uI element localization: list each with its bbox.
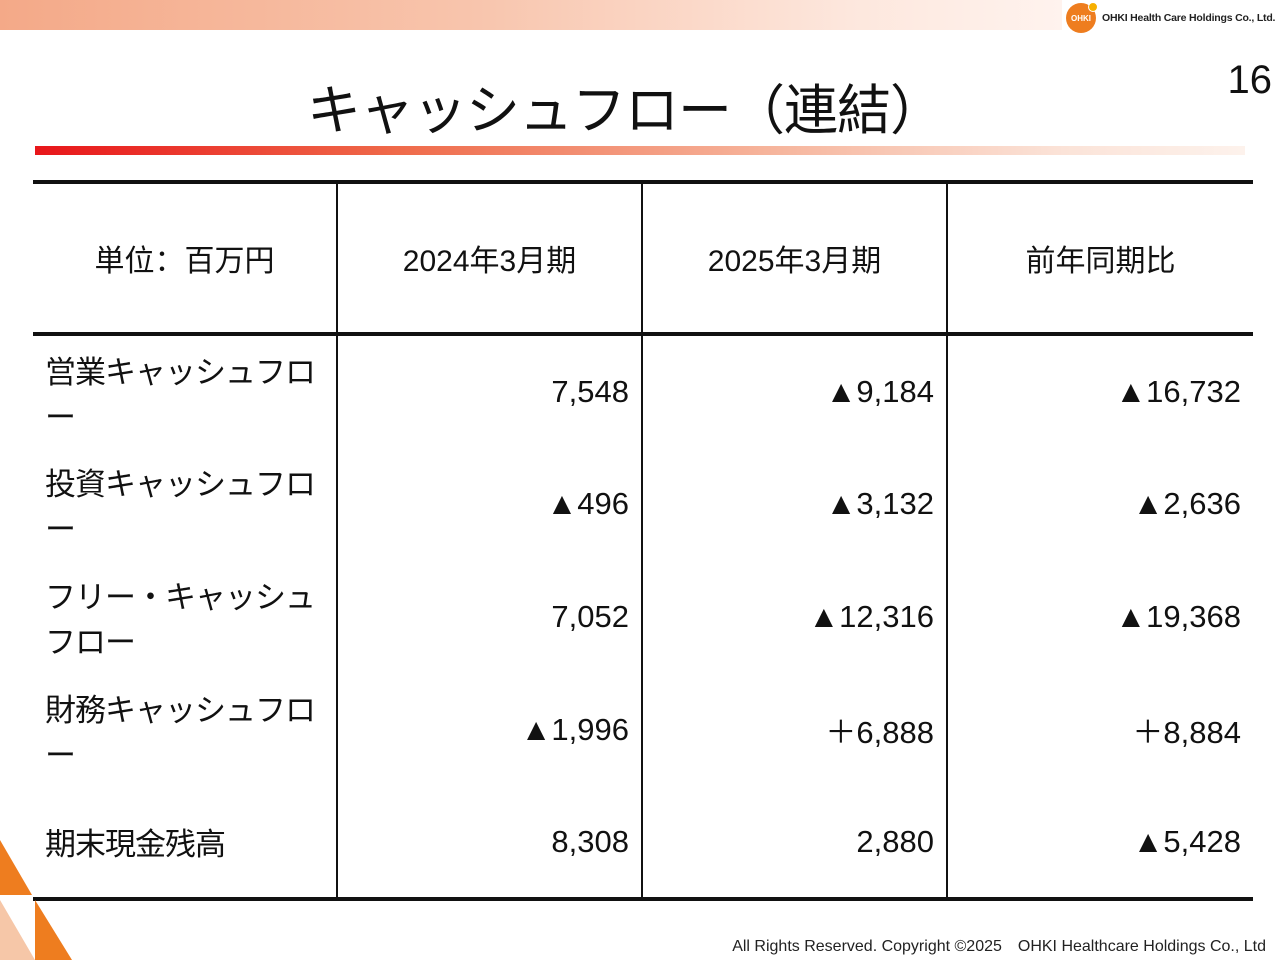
header-fy2024: 2024年3月期 [336, 180, 642, 336]
table-row-free-cf: フリー・キャッシュフロー 7,052 ▲12,316 ▲19,368 [33, 560, 1253, 673]
corner-decoration-icon [0, 840, 72, 960]
corner-triangle-bottom-right [35, 900, 72, 960]
title-underline-bar [35, 146, 1245, 155]
table-row-ending-cash: 期末現金残高 8,308 2,880 ▲5,428 [33, 786, 1253, 901]
cash-flow-table: 単位：百万円 2024年3月期 2025年3月期 前年同期比 営業キャッシュフロ… [33, 180, 1253, 901]
cell-fy2024: ▲1,996 [336, 673, 642, 786]
header-unit: 単位：百万円 [33, 180, 337, 336]
cell-fy2024: ▲496 [336, 447, 642, 560]
row-label: 期末現金残高 [33, 786, 337, 901]
header-yoy: 前年同期比 [946, 180, 1253, 336]
copyright-footer: All Rights Reserved. Copyright ©2025 OHK… [732, 938, 1266, 955]
cell-fy2024: 7,548 [336, 334, 642, 447]
cell-yoy: ＋8,884 [946, 673, 1253, 786]
corner-triangle-top [0, 840, 32, 895]
page-number: 16 [1227, 58, 1273, 102]
cell-yoy: ▲16,732 [946, 334, 1253, 447]
cell-fy2025: ▲9,184 [641, 334, 947, 447]
row-label: 投資キャッシュフロー [45, 466, 316, 547]
cell-fy2025: ▲3,132 [641, 447, 947, 560]
cell-fy2025: 2,880 [641, 786, 947, 901]
cell-fy2025: ＋6,888 [641, 673, 947, 786]
ohki-logo-icon: OHKI [1066, 2, 1098, 33]
cell-fy2025: ▲12,316 [641, 560, 947, 673]
cell-yoy: ▲19,368 [946, 560, 1253, 673]
table-row-operating-cf: 営業キャッシュフロー 7,548 ▲9,184 ▲16,732 [33, 334, 1253, 447]
row-label: フリー・キャッシュフロー [45, 579, 316, 660]
company-name: OHKI Health Care Holdings Co., Ltd. [1102, 12, 1276, 24]
table-row-financing-cf: 財務キャッシュフロー ▲1,996 ＋6,888 ＋8,884 [33, 673, 1253, 786]
cell-yoy: ▲2,636 [946, 447, 1253, 560]
top-gradient-band [0, 0, 1062, 30]
cell-yoy: ▲5,428 [946, 786, 1253, 901]
table-header-row: 単位：百万円 2024年3月期 2025年3月期 前年同期比 [33, 180, 1253, 336]
slide-title: キャッシュフロー（連結） [307, 81, 944, 141]
table-row-investing-cf: 投資キャッシュフロー ▲496 ▲3,132 ▲2,636 [33, 447, 1253, 560]
company-logo: OHKI OHKI Health Care Holdings Co., Ltd. [1066, 2, 1278, 33]
corner-triangle-bottom-left [0, 900, 35, 960]
header-fy2025: 2025年3月期 [641, 180, 947, 336]
cell-fy2024: 7,052 [336, 560, 642, 673]
row-label: 営業キャッシュフロー [45, 354, 316, 435]
row-label: 財務キャッシュフロー [45, 692, 316, 773]
cell-fy2024: 8,308 [336, 786, 642, 901]
